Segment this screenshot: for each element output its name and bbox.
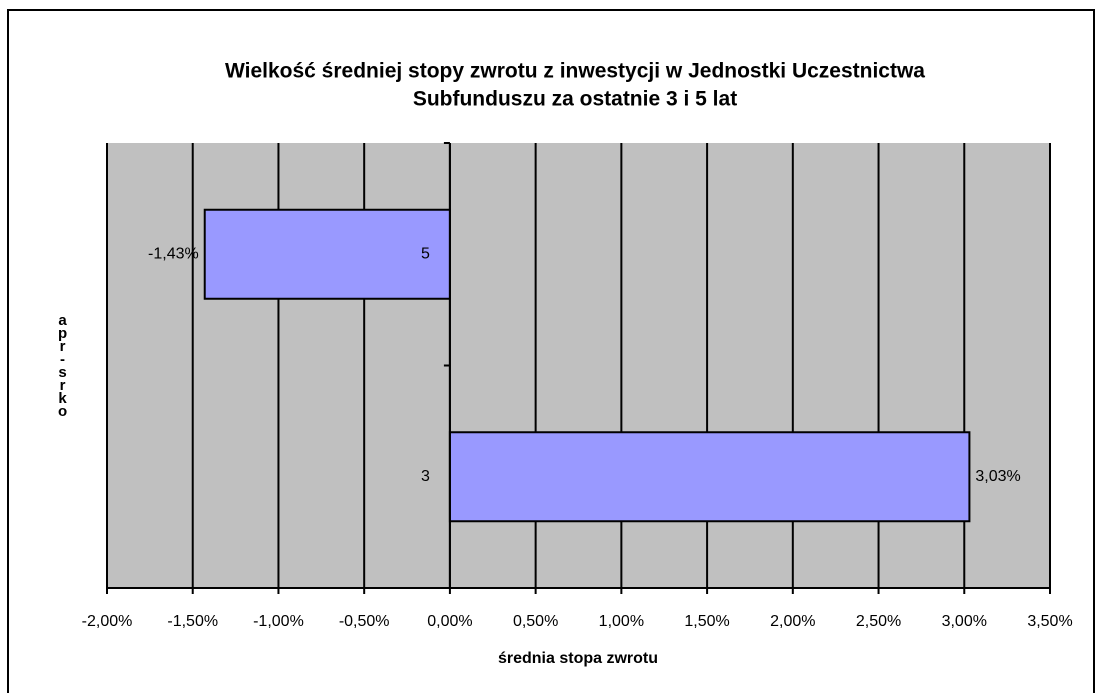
x-tick-label: -1,50% — [167, 613, 218, 630]
x-tick-label: 3,00% — [942, 613, 987, 630]
bar — [203, 208, 451, 300]
chart-title: Subfunduszu za ostatnie 3 i 5 lat — [413, 88, 737, 111]
x-tick-label: -0,50% — [339, 613, 390, 630]
y-tick-label: 5 — [421, 245, 430, 262]
data-label: 3,03% — [975, 468, 1020, 485]
x-tick-label: 2,00% — [770, 613, 815, 630]
y-tick-label: 3 — [421, 468, 430, 485]
x-tick-label: 2,50% — [856, 613, 901, 630]
x-tick-label: 1,00% — [599, 613, 644, 630]
chart-title: Wielkość średniej stopy zwrotu z inwesty… — [225, 60, 925, 83]
x-axis-title: średnia stopa zwrotu — [498, 650, 658, 667]
x-tick-label: -2,00% — [82, 613, 133, 630]
x-tick-label: 1,50% — [684, 613, 729, 630]
x-tick-label: 3,50% — [1027, 613, 1072, 630]
x-tick-label: -1,00% — [253, 613, 304, 630]
y-axis-title: apr-srko — [54, 312, 71, 416]
x-tick-label: 0,50% — [513, 613, 558, 630]
data-label: -1,43% — [148, 245, 199, 262]
bar — [448, 431, 971, 523]
x-tick-label: 0,00% — [427, 613, 472, 630]
